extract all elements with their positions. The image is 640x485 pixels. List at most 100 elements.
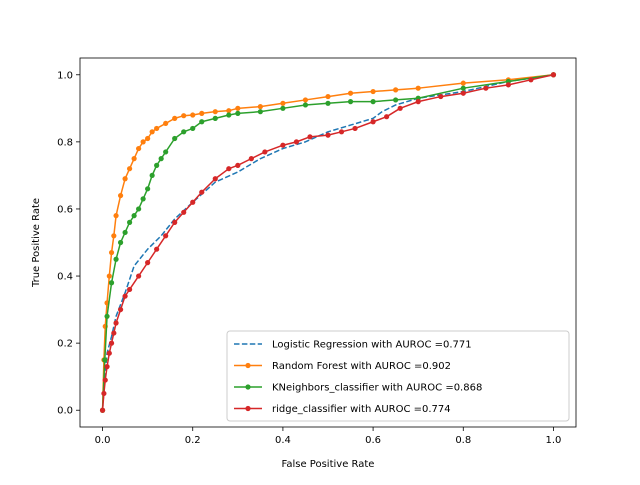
series-2-point <box>190 125 196 132</box>
series-3-point <box>181 209 187 215</box>
series-1-point <box>131 156 137 162</box>
series-3-point <box>528 77 534 83</box>
y-tick-label: 0.4 <box>57 272 73 283</box>
series-2-point <box>117 239 124 246</box>
x-tick-label: 0.6 <box>365 435 381 446</box>
series-2-point <box>104 313 110 319</box>
series-2-point <box>131 213 137 219</box>
series-1-point <box>415 85 421 91</box>
series-3-point <box>106 350 112 356</box>
legend-label: KNeighbors_classifier with AUROC =0.868 <box>272 383 482 394</box>
series-1-point <box>136 145 142 152</box>
series-1-point <box>199 110 205 116</box>
series-3-point <box>438 93 444 100</box>
x-axis-label: False Positive Rate <box>282 459 375 470</box>
series-1-point <box>154 125 160 132</box>
series-3-point <box>293 139 300 145</box>
series-3-point <box>104 364 110 370</box>
series-1-point <box>235 105 241 111</box>
series-3-point <box>127 286 133 293</box>
series-2-point <box>347 99 354 105</box>
series-2-point <box>163 149 169 155</box>
series-3-point <box>235 162 241 168</box>
y-tick-label: 0.0 <box>57 406 73 417</box>
series-3-point <box>108 340 115 346</box>
x-tick-label: 0.8 <box>455 435 471 446</box>
series-3-point <box>111 330 117 336</box>
y-tick-label: 0.6 <box>57 204 73 215</box>
series-3-point <box>172 219 178 225</box>
plot-layer <box>99 72 557 413</box>
series-2-point <box>325 100 331 106</box>
y-tick-label: 1.0 <box>57 70 73 81</box>
series-line-3 <box>101 74 554 411</box>
series-2-point <box>127 219 133 225</box>
series-1-point <box>117 192 124 199</box>
series-3-point <box>113 320 119 326</box>
series-1-point <box>145 135 151 142</box>
series-2-point <box>235 110 241 116</box>
series-2-point <box>393 97 399 103</box>
series-3-point <box>280 142 286 148</box>
series-3-point <box>101 390 107 397</box>
legend-label: Logistic Regression with AUROC =0.771 <box>272 340 472 351</box>
series-2-point <box>370 99 376 105</box>
series-2-point <box>226 112 232 118</box>
series-3-point <box>145 260 151 266</box>
series-2-point <box>122 229 128 236</box>
x-tick-label: 0.2 <box>185 435 201 446</box>
series-1-point <box>122 176 128 182</box>
series-1-point <box>393 87 399 93</box>
y-tick-label: 0.8 <box>57 137 73 148</box>
ticks-layer: 0.0 0.2 0.4 0.6 0.8 1.0 0.0 0.2 0.4 0.6 0.8 1.0 <box>57 70 561 446</box>
series-1-point <box>163 120 169 127</box>
series-1-point <box>140 139 146 145</box>
series-1-point <box>226 108 232 114</box>
series-2-point <box>181 129 187 135</box>
series-1-point <box>113 213 119 219</box>
series-2-point <box>280 105 286 111</box>
series-2-point <box>158 156 164 162</box>
legend-marker <box>245 362 251 369</box>
series-2-point <box>257 109 263 115</box>
series-3-point <box>460 90 466 96</box>
series-line-1 <box>101 74 554 411</box>
series-3-point <box>154 246 160 252</box>
series-3-point <box>212 176 218 182</box>
legend-marker <box>245 384 251 390</box>
series-3-point <box>122 293 128 299</box>
series-line-2 <box>101 74 554 411</box>
x-tick-label: 0.4 <box>275 435 291 446</box>
series-3-point <box>117 306 124 313</box>
series-2-point <box>108 280 115 286</box>
series-3-point <box>325 132 331 138</box>
series-1-point <box>127 166 133 172</box>
series-1-point <box>108 249 115 256</box>
series-2-point <box>154 162 160 168</box>
series-1-point <box>111 233 117 239</box>
legend-box <box>226 330 570 422</box>
series-1-point <box>181 113 187 119</box>
series-2-point <box>145 186 151 192</box>
series-3-point <box>505 82 511 88</box>
series-3-point <box>163 233 169 239</box>
series-3-point <box>190 199 196 205</box>
series-3-point <box>415 99 421 105</box>
axes-frame <box>79 57 577 428</box>
x-tick-label: 1.0 <box>546 435 562 446</box>
series-2-point <box>302 102 309 108</box>
series-2-point <box>149 172 155 179</box>
series-1-point <box>257 104 263 110</box>
series-3-point <box>262 149 268 155</box>
series-3-point <box>338 129 345 135</box>
series-3-point <box>384 114 390 120</box>
series-1-point <box>370 88 376 95</box>
series-1-point <box>302 97 309 103</box>
series-3-point <box>136 273 142 279</box>
series-line-0 <box>101 74 554 411</box>
series-3-point <box>248 156 254 162</box>
x-tick-label: 0.0 <box>95 435 111 446</box>
legend: Logistic Regression with AUROC =0.771 Ran… <box>226 330 570 422</box>
legend-entries: Logistic Regression with AUROC =0.771 Ran… <box>234 340 482 415</box>
